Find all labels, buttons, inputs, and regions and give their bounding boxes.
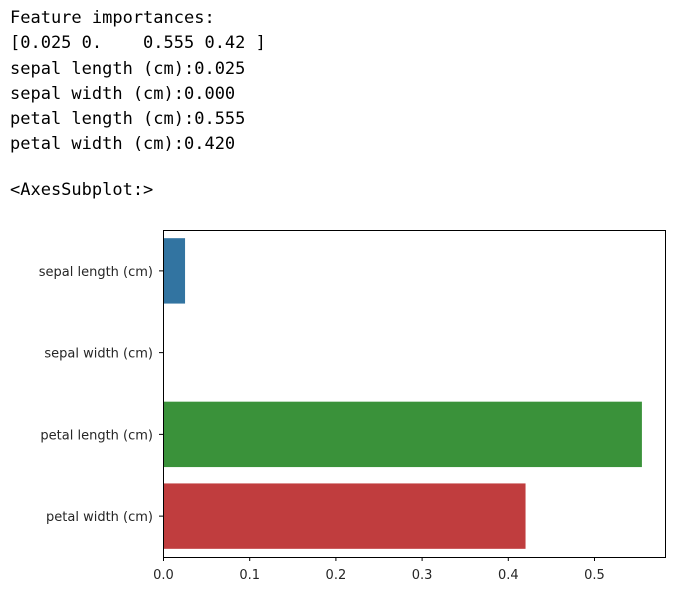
x-tick-label: 0.1: [239, 568, 260, 583]
output-line: [0.025 0. 0.555 0.42 ]: [10, 33, 266, 54]
y-tick-label: petal length (cm): [40, 428, 153, 443]
output-line: petal width (cm):0.420: [10, 134, 236, 155]
axes-repr-output: <AxesSubplot:>: [10, 180, 154, 200]
output-line: Feature importances:: [10, 8, 215, 28]
output-line: petal length (cm):0.555: [10, 109, 246, 130]
x-tick-label: 0.5: [584, 568, 605, 583]
bar: [163, 238, 186, 304]
x-tick-label: 0.0: [153, 568, 174, 583]
bar: [163, 483, 526, 549]
axes-frame: [163, 230, 666, 558]
stdout-output: Feature importances: [0.025 0. 0.555 0.42…: [10, 6, 266, 158]
y-tick-label: sepal width (cm): [44, 347, 153, 362]
y-tick-label: sepal length (cm): [39, 265, 153, 280]
bar: [163, 401, 642, 468]
x-tick-label: 0.4: [498, 568, 519, 583]
y-tick-label: petal width (cm): [46, 510, 153, 525]
x-tick-label: 0.2: [326, 568, 347, 583]
output-line: sepal width (cm):0.000: [10, 83, 236, 104]
x-tick-label: 0.3: [412, 568, 433, 583]
output-line: sepal length (cm):0.025: [10, 58, 246, 79]
